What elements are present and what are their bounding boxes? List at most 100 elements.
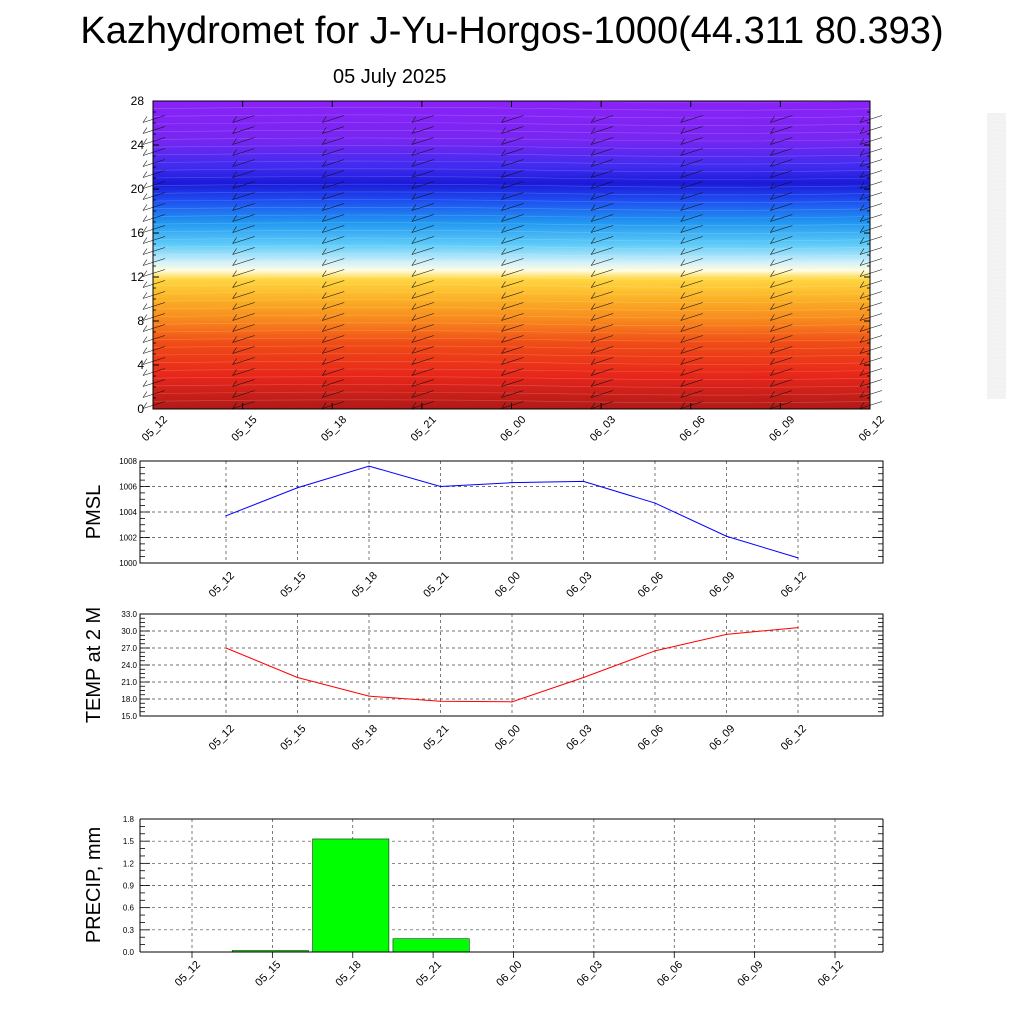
pmsl-point bbox=[368, 465, 370, 467]
contour-line bbox=[152, 145, 871, 149]
contour-line bbox=[152, 153, 871, 157]
xtick-label: 05_12 bbox=[173, 959, 203, 989]
wind-barb bbox=[501, 346, 524, 354]
wind-barb-feather bbox=[142, 127, 148, 134]
contour-line bbox=[152, 291, 871, 296]
wind-barb bbox=[859, 401, 883, 409]
wind-barb bbox=[411, 170, 434, 178]
wind-barb-feather bbox=[501, 226, 506, 233]
wind-barb bbox=[591, 368, 614, 376]
wind-barb-feather bbox=[232, 237, 237, 244]
wind-barb bbox=[680, 379, 703, 387]
xtick-label: 06_00 bbox=[493, 570, 523, 600]
wind-barb-feather bbox=[859, 347, 865, 354]
contour-line bbox=[152, 137, 871, 142]
wind-barb-feather bbox=[142, 292, 148, 299]
wind-barb-feather bbox=[411, 281, 417, 288]
wind-barb bbox=[232, 148, 255, 156]
wind-barb bbox=[859, 203, 883, 211]
wind-barb bbox=[591, 357, 614, 365]
wind-barb bbox=[859, 280, 883, 288]
wind-barb-feather bbox=[322, 325, 327, 332]
wind-barb-feather bbox=[501, 182, 506, 189]
wind-barb bbox=[232, 357, 255, 365]
wind-barb-feather bbox=[859, 402, 865, 409]
wind-barb bbox=[501, 390, 524, 398]
wind-barb bbox=[411, 280, 434, 288]
wind-barb-feather bbox=[770, 127, 775, 134]
pmsl-point bbox=[582, 480, 585, 482]
wind-barb bbox=[859, 346, 883, 354]
precip-bar bbox=[392, 938, 470, 953]
wind-barb bbox=[591, 280, 614, 288]
wind-barb-feather bbox=[411, 270, 417, 277]
xtick-label: 05_21 bbox=[421, 723, 451, 753]
wind-barb-feather bbox=[501, 171, 506, 178]
wind-barb bbox=[770, 313, 793, 321]
wind-barb bbox=[411, 203, 434, 211]
wind-barb bbox=[680, 269, 703, 277]
wind-barb bbox=[142, 214, 166, 222]
wind-barb-feather bbox=[142, 138, 148, 145]
wind-barb bbox=[232, 236, 255, 244]
wind-barb-feather bbox=[411, 248, 417, 255]
wind-barb bbox=[591, 247, 614, 255]
wind-barb-feather bbox=[411, 325, 417, 332]
wind-barb-feather bbox=[501, 314, 506, 321]
wind-barb bbox=[411, 346, 434, 354]
wind-barb bbox=[591, 137, 614, 145]
wind-barb bbox=[680, 203, 703, 211]
wind-barb bbox=[680, 390, 703, 398]
wind-barb bbox=[591, 346, 614, 354]
wind-barb bbox=[770, 368, 793, 376]
contour-line bbox=[152, 160, 871, 165]
wind-barb bbox=[591, 269, 614, 277]
wind-barb-feather bbox=[322, 292, 327, 299]
wind-barb-feather bbox=[770, 116, 775, 123]
wind-barb-feather bbox=[142, 193, 148, 200]
wind-barb bbox=[232, 379, 255, 387]
wind-barb-feather bbox=[680, 380, 685, 387]
wind-barb-feather bbox=[142, 402, 148, 409]
wind-barb-feather bbox=[859, 127, 865, 134]
wind-barb bbox=[142, 346, 166, 354]
pmsl-point bbox=[225, 515, 227, 517]
contour-line bbox=[152, 253, 871, 257]
heatmap-xtick-label: 05_21 bbox=[409, 414, 439, 444]
wind-barb bbox=[859, 335, 883, 343]
wind-barb-feather bbox=[680, 171, 685, 178]
y-axis-label: TEMP at 2 M bbox=[83, 607, 105, 723]
wind-barb-feather bbox=[142, 358, 148, 365]
wind-barb bbox=[770, 335, 793, 343]
wind-barb-feather bbox=[322, 116, 327, 123]
heatmap-xtick-label: 06_03 bbox=[588, 414, 618, 444]
wind-barb-feather bbox=[142, 270, 148, 277]
temp2m-point bbox=[368, 695, 370, 697]
wind-barb bbox=[770, 291, 793, 299]
wind-barb-feather bbox=[232, 127, 237, 134]
wind-barb-feather bbox=[590, 149, 596, 156]
wind-barb-feather bbox=[411, 193, 417, 200]
wind-barb-feather bbox=[590, 402, 596, 409]
wind-barb-feather bbox=[232, 215, 237, 222]
wind-barb bbox=[411, 291, 434, 299]
wind-barb-feather bbox=[322, 171, 327, 178]
pmsl-point bbox=[296, 487, 299, 489]
heatmap-fill bbox=[153, 101, 870, 409]
chart-title: Kazhydromet for J-Yu-Horgos-1000(44.311 … bbox=[80, 10, 944, 52]
wind-barb-feather bbox=[859, 369, 865, 376]
wind-barb bbox=[770, 203, 793, 211]
wind-barb-feather bbox=[232, 391, 237, 398]
contour-line bbox=[152, 322, 871, 327]
wind-barb-feather bbox=[411, 237, 417, 244]
wind-barb bbox=[501, 192, 524, 200]
wind-barb-feather bbox=[411, 314, 417, 321]
wind-barb bbox=[411, 159, 434, 167]
wind-barb bbox=[859, 236, 883, 244]
wind-barb bbox=[142, 401, 166, 409]
wind-barb bbox=[411, 126, 434, 134]
xtick-label: 05_12 bbox=[207, 723, 237, 753]
xtick-label: 05_18 bbox=[334, 959, 364, 989]
xtick-label: 06_03 bbox=[564, 723, 594, 753]
temp2m-point bbox=[582, 676, 585, 679]
